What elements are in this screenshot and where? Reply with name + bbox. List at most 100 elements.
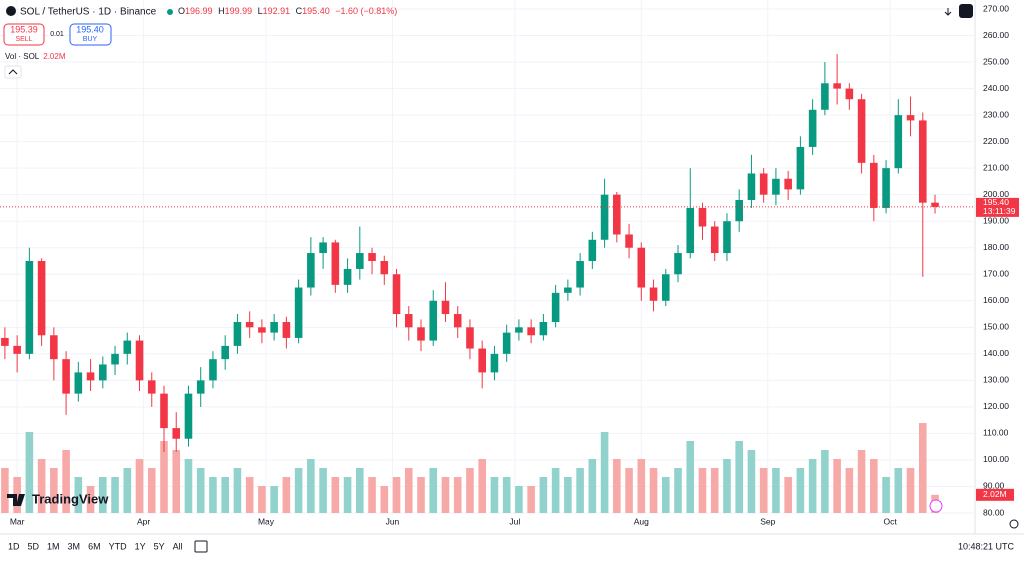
toolbar: 1D 5D 1M 3M 6M YTD 1Y 5Y All xyxy=(8,541,183,551)
candle-body xyxy=(453,314,462,328)
range-button[interactable]: YTD xyxy=(109,541,128,551)
clock: 10:48:21 UTC xyxy=(958,541,1015,551)
candle-body xyxy=(918,120,927,203)
volume-bar xyxy=(123,468,132,513)
ohlc-key: H xyxy=(218,6,225,16)
alert-icon[interactable] xyxy=(929,499,943,513)
y-tick-label: 200.00 xyxy=(983,189,1009,199)
candle-body xyxy=(417,327,425,341)
candle-body xyxy=(37,261,46,336)
collapse-button[interactable] xyxy=(4,65,22,79)
volume-legend: Vol · SOL 2.02M xyxy=(5,52,66,61)
candle-body xyxy=(833,83,841,89)
range-button[interactable]: 1Y xyxy=(135,541,146,551)
volume-bar xyxy=(490,477,499,513)
candle-body xyxy=(74,372,83,394)
volume-bar xyxy=(613,459,621,513)
settings-icon[interactable] xyxy=(1009,519,1019,529)
y-tick-label: 80.00 xyxy=(983,507,1005,517)
candle-body xyxy=(710,226,719,254)
volume-bar xyxy=(784,477,792,513)
volume-bar xyxy=(404,468,413,513)
volume-bar xyxy=(392,477,401,513)
candle-body xyxy=(343,268,352,285)
volume-bar xyxy=(429,468,438,513)
candle-body xyxy=(882,168,890,208)
volume-bar xyxy=(343,477,352,513)
candle-body xyxy=(319,242,327,254)
candle-body xyxy=(111,353,119,365)
ohlc-key: L xyxy=(258,6,263,16)
price-pane xyxy=(1,54,939,452)
candle-body xyxy=(674,253,682,275)
ohlc: O196.99 H199.99 L192.91 C195.40 −1.60 (−… xyxy=(178,6,397,16)
y-tick-label: 150.00 xyxy=(983,322,1009,332)
sell-button[interactable] xyxy=(3,23,45,46)
candle-body xyxy=(894,115,903,169)
volume-bar xyxy=(478,459,486,513)
x-tick-label: Sep xyxy=(760,516,775,526)
range-button[interactable]: 5D xyxy=(28,541,40,551)
buy-label[interactable]: BUY xyxy=(83,36,98,43)
candle-body xyxy=(490,353,499,373)
range-button[interactable]: 1D xyxy=(8,541,20,551)
volume-bar xyxy=(441,477,450,513)
candle-body xyxy=(13,345,21,354)
volume-bar xyxy=(625,468,633,513)
volume-bar xyxy=(649,468,658,513)
volume-bar xyxy=(674,468,682,513)
candle-body xyxy=(258,327,266,333)
fullscreen-button[interactable] xyxy=(959,4,973,18)
range-button[interactable]: 1M xyxy=(47,541,60,551)
symbol-title: SOL / TetherUS · 1D · Binance xyxy=(20,7,157,18)
volume-bar xyxy=(453,477,462,513)
volume-bar xyxy=(918,423,927,513)
range-button[interactable]: 5Y xyxy=(154,541,165,551)
sell-label[interactable]: SELL xyxy=(15,36,32,43)
range-button[interactable]: 6M xyxy=(88,541,101,551)
volume-bar xyxy=(172,450,181,513)
sell-price[interactable]: 195.39 xyxy=(10,24,38,34)
volume-bar xyxy=(331,477,340,513)
buy-price[interactable]: 195.40 xyxy=(76,24,104,34)
volume-bar xyxy=(368,477,376,513)
price-tag xyxy=(976,197,1019,217)
candle-body xyxy=(99,364,107,381)
volume-bar xyxy=(99,477,107,513)
volume-bar xyxy=(209,477,217,513)
volume-bar xyxy=(759,468,768,513)
candle-body xyxy=(613,194,621,235)
scroll-icon[interactable] xyxy=(944,8,952,16)
candle-body xyxy=(637,247,646,288)
range-button[interactable]: 3M xyxy=(68,541,81,551)
x-tick-label: Jun xyxy=(386,516,400,526)
candle-body xyxy=(784,178,792,190)
volume-bar xyxy=(821,450,829,513)
candle-body xyxy=(404,314,413,328)
range-button[interactable]: All xyxy=(173,541,183,551)
date-range-icon[interactable] xyxy=(194,540,208,553)
candle-body xyxy=(270,322,278,333)
volume-name: Vol · SOL xyxy=(5,52,40,61)
candle-body xyxy=(466,327,474,349)
volume-bar xyxy=(894,468,903,513)
spread: 0.01 xyxy=(50,31,64,38)
volume-bar xyxy=(417,477,425,513)
candle-body xyxy=(906,115,915,121)
y-tick-label: 140.00 xyxy=(983,348,1009,358)
candle-body xyxy=(478,348,486,373)
candle-body xyxy=(86,372,95,381)
candle-body xyxy=(698,207,707,227)
candle-body xyxy=(857,99,866,163)
ohlc-value: 199.99 xyxy=(225,6,253,16)
brand-name: TradingView xyxy=(32,491,109,506)
volume-bar xyxy=(857,450,866,513)
candle-body xyxy=(184,393,193,439)
buy-button[interactable] xyxy=(69,23,112,46)
candle-body xyxy=(331,242,340,285)
ohlc-value: 195.40 xyxy=(302,6,330,16)
y-tick-label: 100.00 xyxy=(983,454,1009,464)
volume-bar xyxy=(86,486,95,513)
candle-body xyxy=(747,173,756,200)
